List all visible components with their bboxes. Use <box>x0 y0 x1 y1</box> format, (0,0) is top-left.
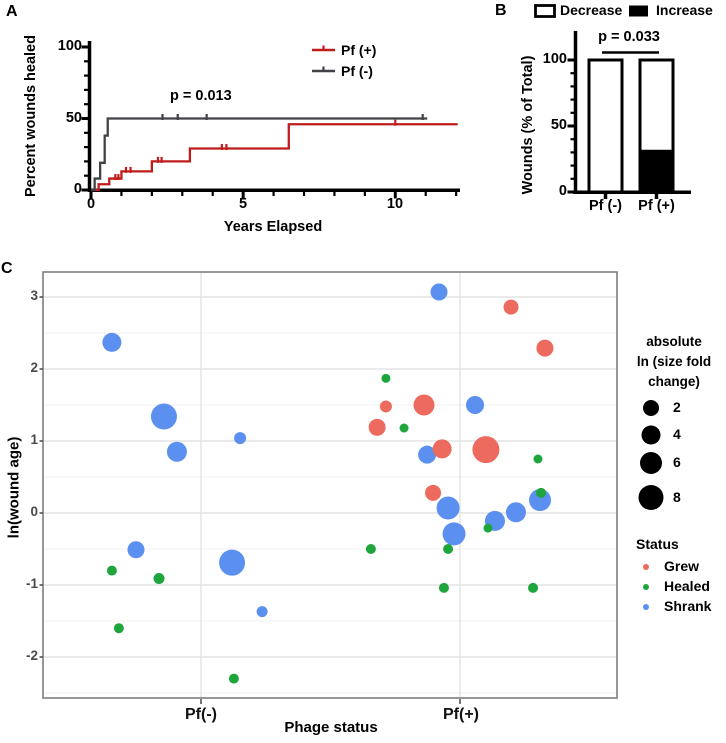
status-legend-healed: Healed <box>664 578 710 594</box>
size-legend-value-6: 6 <box>673 454 681 470</box>
bubble-healed <box>438 582 449 593</box>
size-legend-circle-6 <box>640 452 662 474</box>
decrease-swatch <box>534 4 556 18</box>
panel-b-xtick-pf-minus: Pf (-) <box>588 198 622 214</box>
status-dot-grew <box>643 564 649 570</box>
bubble-healed <box>106 565 117 576</box>
km-curve-Pf <box>91 117 428 192</box>
panel-c <box>39 271 664 704</box>
bubble-shrank <box>430 283 448 301</box>
panel-b-p-value: p = 0.033 <box>598 29 660 45</box>
bubble-healed <box>228 673 239 684</box>
panel-a-ytick-0: 0 <box>73 181 82 197</box>
bubble-shrank <box>127 541 145 559</box>
bubble-healed <box>153 573 165 585</box>
panel-c-ytick-1: 1 <box>30 432 38 447</box>
panel-b-ytick-0: 0 <box>558 183 567 199</box>
panel-b-ytick-100: 100 <box>542 51 567 67</box>
bubble-healed <box>381 373 391 383</box>
size-legend-title-line1: absolute <box>646 334 702 349</box>
bubble-grew <box>503 299 519 315</box>
panel-c-xtick-pf-plus: Pf(+) <box>443 706 479 723</box>
panel-c-ytick-0: 0 <box>30 504 38 519</box>
panel-a <box>81 41 460 199</box>
bubble-shrank <box>102 332 122 352</box>
bubble-healed <box>528 582 539 593</box>
increase-swatch <box>629 5 648 17</box>
panel-a-ytick-50: 50 <box>65 110 82 126</box>
bubble-grew <box>368 418 386 436</box>
size-legend-value-8: 8 <box>673 489 681 505</box>
bubble-shrank <box>466 396 485 414</box>
size-legend-title-line2: ln (size fold <box>636 354 712 369</box>
bubble-shrank <box>442 522 466 546</box>
panel-a-x-axis-title: Years Elapsed <box>223 219 323 235</box>
size-legend-value-4: 4 <box>673 426 681 442</box>
size-legend-value-2: 2 <box>673 399 681 415</box>
bubble-shrank <box>436 496 460 520</box>
size-legend-circle-4 <box>641 425 661 445</box>
panel-c-ytick-3: 3 <box>30 288 38 303</box>
bubble-healed <box>113 623 124 634</box>
panel-a-p-value: p = 0.013 <box>170 88 232 104</box>
bubble-healed <box>483 523 493 533</box>
bubble-healed <box>536 487 547 498</box>
panel-b <box>534 4 691 199</box>
panel-a-label: A <box>6 3 18 20</box>
bubble-shrank <box>219 549 246 576</box>
status-dot-healed <box>643 584 649 590</box>
bubble-grew <box>472 436 500 464</box>
bubble-grew <box>536 339 554 357</box>
panel-b-xtick-pf-plus: Pf (+) <box>638 198 675 214</box>
size-legend-circle-2 <box>643 400 659 416</box>
status-legend-title: Status <box>636 536 679 552</box>
panel-c-ytick-neg2: -2 <box>25 648 38 663</box>
panel-a-ytick-100: 100 <box>57 38 82 54</box>
bubble-healed <box>399 423 409 433</box>
bubble-shrank <box>234 432 247 445</box>
panel-a-legend-pf-plus: Pf (+) <box>341 42 377 58</box>
bubble-grew <box>432 439 452 459</box>
bubble-healed <box>443 544 454 554</box>
status-dot-shrank <box>643 604 649 610</box>
bubble-healed <box>365 544 376 554</box>
bubble-shrank <box>150 403 177 430</box>
panel-c-label: C <box>1 260 13 277</box>
size-legend-title-line3: change) <box>648 374 700 389</box>
status-legend-grew: Grew <box>664 558 700 574</box>
panel-c-xtick-pf-minus: Pf(-) <box>185 706 217 723</box>
status-legend-shrank: Shrank <box>664 598 712 614</box>
bubble-shrank <box>256 606 268 618</box>
panel-a-xtick-5: 5 <box>238 196 248 212</box>
panel-b-y-axis-title: Wounds (% of Total) <box>520 55 536 195</box>
bubble-shrank <box>505 502 526 523</box>
size-legend-circle-8 <box>638 485 664 510</box>
panel-c-ytick-neg1: -1 <box>25 576 38 591</box>
panel-a-xtick-0: 0 <box>86 196 96 212</box>
bubble-grew <box>425 484 442 501</box>
panel-a-y-axis-title: Percent wounds healed <box>23 35 39 197</box>
bubble-shrank <box>418 445 437 464</box>
panel-c-ytick-2: 2 <box>30 360 38 375</box>
km-curve-Pf <box>91 123 458 192</box>
bubble-grew <box>379 400 392 413</box>
panel-b-legend-decrease: Decrease <box>560 2 623 18</box>
panel-a-legend-pf-minus: Pf (-) <box>341 63 373 79</box>
panel-b-ytick-50: 50 <box>550 117 567 133</box>
bubble-shrank <box>166 441 187 462</box>
bubble-grew <box>413 394 435 416</box>
panel-b-label: B <box>495 2 507 19</box>
panel-a-xtick-10: 10 <box>386 196 404 212</box>
panel-c-x-axis-title: Phage status <box>284 719 378 736</box>
bubble-healed <box>533 454 543 464</box>
panel-b-legend-increase: Increase <box>656 2 713 18</box>
